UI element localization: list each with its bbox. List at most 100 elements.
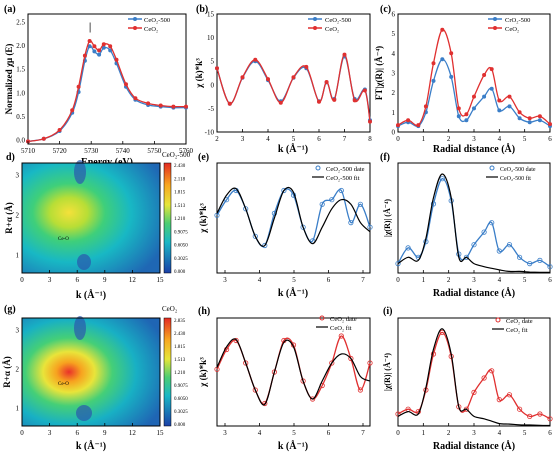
panel-i-series-1-point-14 [506,392,513,398]
panel-e-plot [214,186,373,249]
panel-a-series-2-point-17 [171,104,176,109]
panel-d-ytick-label: 2 [16,212,20,220]
panel-c-series-1-point-7 [449,74,454,79]
panel-e-legend: CeO₂-500 date CeO₂-500 fit [312,165,365,182]
panel-b-letter: (b) [196,4,208,15]
panel-i-xtick-label: 3 [472,429,476,437]
panel-i-series-1-point-15 [516,406,523,412]
panel-d-heatmap [22,163,160,273]
panel-c-legend: CrO₂-500 CeO₂ [488,17,530,33]
panel-d-xtick-label: 0 [20,276,24,284]
panel-g-xtick-label: 9 [103,429,107,437]
panel-g-xtick-label: 6 [75,429,79,437]
panel-b-series-2-point-11 [332,97,337,102]
panel-c-series-2-point-8 [456,106,461,111]
panel-i-xtick-label: 1 [422,429,426,437]
panel-d-colorbar-label: 2.118 [174,177,186,182]
panel-c-series-1-point-10 [471,106,476,111]
panel-f-series-1-point-2 [405,245,411,251]
panel-a-series-2-point-18 [183,104,188,109]
panel-e-series-1-point-6 [262,242,268,249]
panel-b-xtick-label: 4 [266,135,270,143]
panel-g-colorbar [163,317,172,427]
panel-h-xtick-label: 4 [258,429,262,437]
panel-i-series-1-point-11 [481,375,487,381]
panel-b-series-2-point-12 [342,52,347,57]
panel-h-xticks: 3 4 5 6 7 [223,423,365,437]
panel-f-xtick-label: 3 [472,276,476,284]
panel-c-series-2-point-1 [395,123,400,128]
panel-b-xlabel: k (Å⁻¹) [278,143,308,155]
panel-f-series-1-point-18 [547,264,553,270]
panel-c-series-1-point-9 [464,118,469,123]
panel-h-legend-2: CeO₂ fit [330,325,352,332]
panel-c-letter: (c) [380,4,391,15]
panel-c-xtick-label: 6 [548,135,552,143]
panel-f-legend: CeO₂-500 date CeO₂-500 fit [486,165,536,182]
panel-g-colorbar-label: 0.9075 [174,384,188,389]
panel-e-series-1-point-16 [357,201,363,207]
panel-g-colorbar-label: 2.835 [174,319,186,324]
panel-h-frame [216,317,371,427]
panel-b-xtick-label: 3 [241,135,245,143]
panel-d-xtick-label: 12 [129,276,137,284]
panel-f-xtick-label: 2 [447,276,451,284]
panel-g-colorbar-label: 0.6050 [174,397,188,402]
panel-c-xtick-label: 5 [523,135,527,143]
panel-f-series-1-point-6 [439,176,445,182]
panel-b-xtick-label: 2 [215,135,219,143]
panel-d-colorbar-label: 0.000 [174,270,186,275]
panel-h-series-1-point-15 [348,355,354,362]
panel-i-series-1-point-10 [471,389,477,395]
panel-g-title: CeO₂ [162,305,178,313]
panel-g-ytick-label: 1 [16,405,20,413]
panel-c-series-2-point-12 [489,67,494,72]
panel-h-plot [214,333,373,407]
panel-a-legend-1: CeO₂-500 [144,17,170,24]
panel-c-series-2-line [397,29,551,127]
panel-a-series-2-point-8 [92,44,97,49]
panel-d-dark-blob-top [74,160,86,184]
panel-a-xtick-label: 5710 [21,147,36,155]
panel-c-xticks: 0 1 2 3 4 5 6 [396,129,552,143]
panel-a-series-2-point-7 [87,39,92,44]
panel-g-colorbar-label: 0.000 [174,423,186,428]
panel-d-colorbar-label: 0.6050 [174,244,188,249]
panel-a-series-2-point-11 [108,44,113,49]
panel-i-letter: (i) [383,306,392,317]
panel-c-series-1-line [397,58,551,128]
panel-g-xtick-label: 15 [157,429,165,437]
panel-d-frame [21,162,161,274]
panel-e-series-2-line [216,186,371,247]
panel-a-series-2-point-4 [70,108,75,113]
panel-i-series-1-point-6 [439,329,445,335]
panel-b-frame [216,13,371,133]
panel-f-series-1-point-9 [463,254,469,260]
panel-g-xtick-label: 0 [20,429,24,437]
panel-e-letter: (e) [198,152,209,163]
panel-b-yticks: -10 -5 0 5 10 15 [205,11,215,137]
panel-b-ylabel: χ (k)*k³ [194,58,204,89]
panel-g-ylabel: R+α (Å) [2,356,12,387]
panel-b-series-2-point-8 [304,64,309,69]
panel-a-ytick-label: 1.0 [16,89,25,97]
panel-b-series-2-point-10 [324,80,329,85]
panel-a-series-2-line [27,40,187,143]
panel-g-colorbar-label: 1.210 [174,371,186,376]
panel-f: (f) 0 1 2 3 4 5 6 Radial distance (Å) |χ(R)| (… [380,152,553,299]
panel-c-frame [397,13,551,133]
panel-f-xtick-label: 5 [523,276,527,284]
panel-h-series-1-point-4 [243,360,249,366]
panel-c-series-2-point-4 [423,104,428,109]
panel-b-series-2-point-2 [227,101,232,106]
panel-f-legend-2: CeO₂-500 fit [500,175,531,182]
panel-b-series-1-line [216,55,371,121]
panel-e-series-1-point-12 [319,201,325,207]
panel-a-xtick-label: 5760 [179,147,194,155]
panel-i-series-1-point-17 [537,411,543,417]
panel-h-ylabel: χ (k)*k³ [198,357,208,388]
panel-a-letter: (a) [4,4,16,15]
panel-c-series-1-point-16 [527,120,532,125]
